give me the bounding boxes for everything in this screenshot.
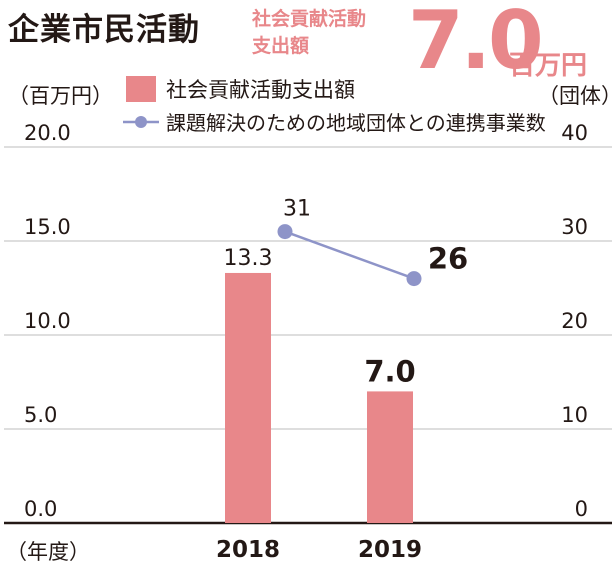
category-label: 2019: [358, 537, 422, 563]
bar-data-label: 13.3: [224, 246, 273, 271]
headline-label: 社会貢献活動 支出額: [252, 6, 366, 60]
legend-item-line: 課題解決のための地域団体との連携事業数: [122, 107, 546, 136]
legend-line-swatch: [123, 115, 159, 128]
left-tick-label: 20.0: [24, 121, 71, 145]
right-axis-unit: （団体）: [538, 84, 616, 108]
right-tick-label: 0: [575, 497, 588, 521]
right-tick-label: 40: [561, 121, 588, 145]
right-tick-label: 10: [561, 403, 588, 427]
headline-value: 7.0: [408, 0, 544, 87]
line-series: [284, 230, 415, 280]
left-axis-unit: （百万円）: [8, 84, 113, 108]
legend-bar-label: 社会貢献活動支出額: [166, 78, 355, 102]
legend-line-marker: [135, 115, 147, 128]
left-tick-label: 15.0: [24, 215, 71, 239]
left-tick-label: 5.0: [24, 403, 57, 427]
bar-data-label: 7.0: [364, 354, 415, 388]
line-point: [406, 271, 422, 287]
page-title: 企業市民活動: [8, 12, 200, 48]
x-axis-unit: （年度）: [6, 540, 90, 564]
legend-line-label: 課題解決のための地域団体との連携事業数: [166, 111, 546, 135]
headline-label-line1: 社会貢献活動: [252, 8, 367, 30]
bar: [225, 272, 271, 523]
legend-bar-swatch: [126, 76, 156, 102]
right-tick-label: 20: [561, 309, 588, 333]
right-tick-label: 30: [561, 215, 588, 239]
line-point: [277, 224, 293, 240]
left-tick-label: 10.0: [24, 309, 71, 333]
bar: [367, 391, 413, 523]
headline-unit: 百万円: [509, 51, 588, 81]
legend-item-bar: 社会貢献活動支出額: [126, 74, 355, 104]
line-data-label: 31: [283, 197, 311, 222]
category-label: 2018: [216, 537, 280, 563]
line-data-label: 26: [428, 242, 468, 276]
left-tick-label: 0.0: [24, 497, 57, 521]
headline-label-line2: 支出額: [252, 35, 310, 57]
